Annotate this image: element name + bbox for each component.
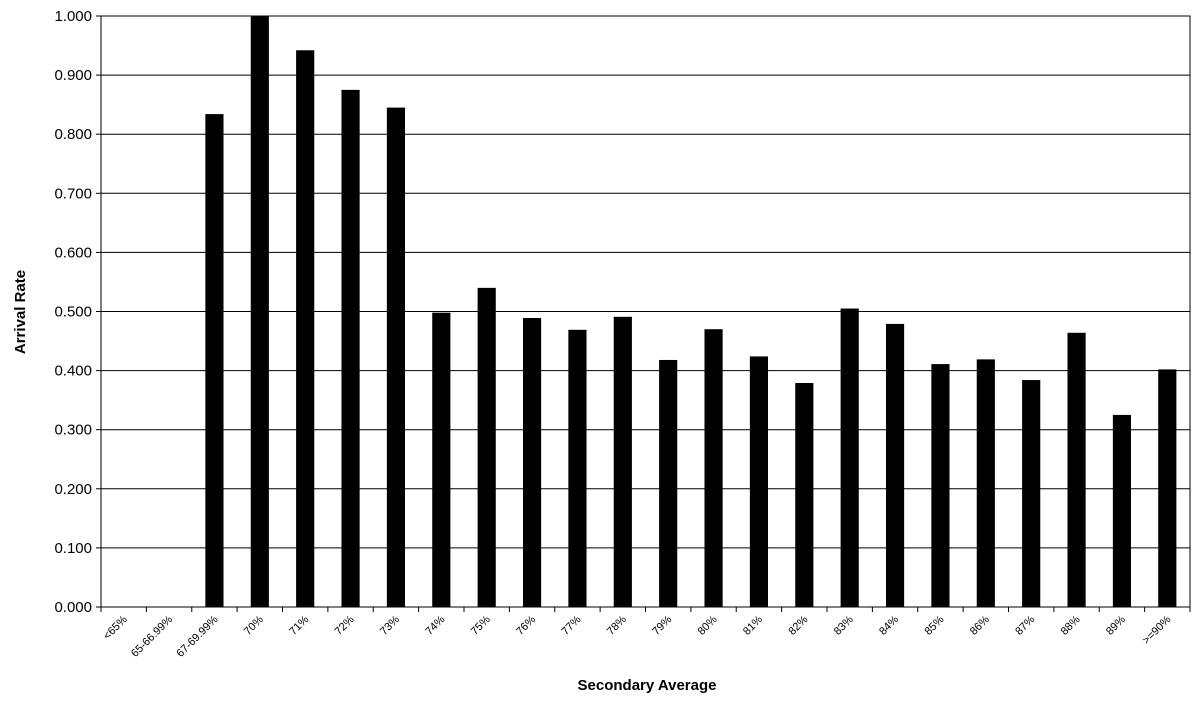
bar-14 (749, 356, 769, 607)
x-tick-label-5: 72% (333, 613, 357, 637)
bar-15 (795, 383, 814, 607)
x-tick-label-9: 76% (514, 613, 538, 637)
x-tick-label-12: 79% (650, 613, 674, 637)
bar-5 (341, 89, 360, 607)
y-tick-label-5: 0.500 (54, 304, 92, 321)
bar-17 (885, 323, 905, 607)
y-tick-label-9: 0.900 (54, 67, 92, 84)
x-tick-label-7: 74% (423, 613, 447, 637)
bar-10 (568, 329, 587, 607)
x-tick-label-15: 82% (786, 613, 810, 637)
bar-2 (205, 114, 224, 607)
y-tick-label-8: 0.800 (54, 126, 92, 143)
x-tick-label-14: 81% (741, 613, 765, 637)
x-tick-label-10: 77% (559, 613, 583, 637)
bar-21 (1067, 332, 1086, 607)
bar-13 (704, 329, 723, 607)
y-tick-label-2: 0.200 (54, 481, 92, 498)
axes (96, 15, 1191, 612)
x-tick-label-2: 67-69.99% (174, 613, 220, 659)
bar-8 (477, 287, 496, 607)
bar-9 (522, 318, 542, 607)
x-tick-label-23: >=90% (1140, 613, 1173, 646)
bar-4 (296, 50, 315, 607)
x-tick-label-3: 70% (242, 613, 266, 637)
x-tick-label-20: 87% (1013, 613, 1037, 637)
bar-18 (931, 364, 950, 607)
x-tick-label-22: 89% (1104, 613, 1128, 637)
bar-16 (840, 308, 859, 607)
x-tick-label-1: 65-66.99% (129, 613, 175, 659)
bar-7 (432, 312, 451, 607)
y-tick-label-4: 0.400 (54, 363, 92, 380)
bar-12 (659, 359, 678, 607)
x-tick-label-17: 84% (877, 613, 901, 637)
x-tick-label-19: 86% (968, 613, 992, 637)
y-tick-labels: 0.000 0.100 0.200 0.300 0.400 0.500 0.600 0.700… (54, 8, 92, 616)
y-tick-label-0: 0.000 (54, 599, 92, 616)
bar-20 (1022, 380, 1041, 607)
bar-11 (613, 316, 632, 607)
y-tick-label-6: 0.600 (54, 244, 92, 261)
bar-19 (976, 359, 995, 607)
x-axis-title: Secondary Average (578, 677, 717, 694)
x-tick-label-6: 73% (378, 613, 402, 637)
bar-22 (1112, 414, 1132, 607)
y-axis-title: Arrival Rate (12, 270, 29, 354)
bar-6 (386, 107, 406, 607)
bar-3 (250, 16, 269, 607)
x-tick-label-16: 83% (832, 613, 856, 637)
y-tick-label-10: 1.000 (54, 8, 92, 25)
x-tick-label-18: 85% (922, 613, 946, 637)
x-tick-labels: <65% 65-66.99% 67-69.99% 70% 71% 72% 73% 74% 75%… (101, 613, 1173, 659)
x-tick-label-0: <65% (101, 613, 130, 642)
x-tick-label-4: 71% (287, 613, 311, 637)
x-tick-label-11: 78% (605, 613, 629, 637)
x-tick-label-21: 88% (1059, 613, 1083, 637)
y-tick-label-3: 0.300 (54, 422, 92, 439)
x-tick-label-8: 75% (469, 613, 493, 637)
bar-23 (1158, 369, 1177, 607)
y-tick-label-1: 0.100 (54, 540, 92, 557)
y-tick-label-7: 0.700 (54, 185, 92, 202)
bars (205, 16, 1177, 607)
x-tick-label-13: 80% (696, 613, 720, 637)
